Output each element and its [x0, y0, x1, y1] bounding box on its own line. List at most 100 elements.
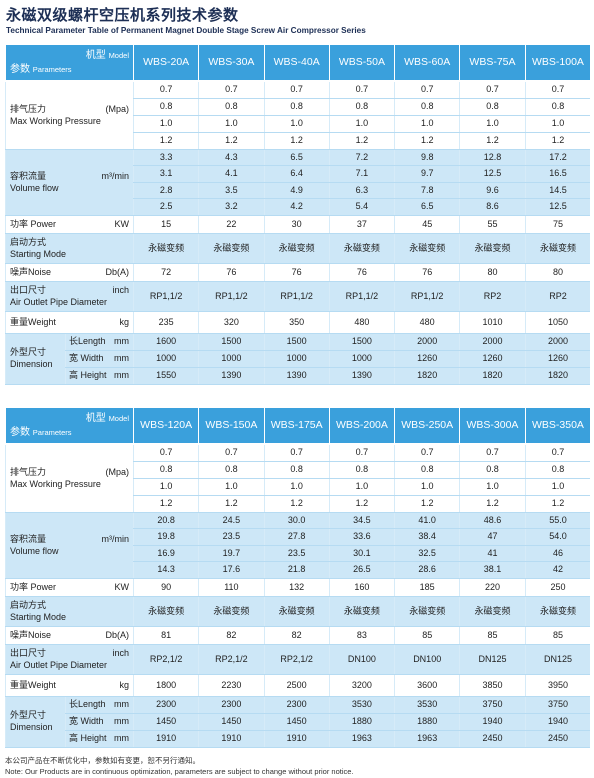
value-cell: RP2 [459, 281, 526, 312]
corner-cell: 机型 Model 参数 Parameters [5, 45, 134, 82]
param-label: 功率 Power KW [5, 578, 134, 597]
param-row: 容积流量 m³/min Volume flow 3.3 4.3 6.5 7.2 9.8 12.8… [5, 149, 591, 216]
value-cell: DN125 [459, 644, 526, 675]
label-en: Starting Mode [10, 248, 67, 259]
label-line: 外型尺寸 [10, 348, 61, 357]
param-label: 重量Weight kg [5, 674, 134, 697]
value-cell: 0.8 [328, 461, 395, 479]
label-line: 出口尺寸 inch [10, 284, 129, 295]
value-cell: 82 [198, 626, 265, 645]
value-cell: 110 [198, 578, 265, 597]
label-en: Max Working Pressure [10, 478, 101, 489]
value-cell: 1260 [524, 350, 591, 368]
value-cell: 1.2 [263, 495, 330, 513]
param-row: 1.2 1.2 1.2 1.2 1.2 1.2 1.2 [6, 495, 591, 513]
value-cell: 永磁变频 [263, 596, 330, 627]
sub-line: 长Length mm [69, 337, 129, 346]
value-cell: 45 [394, 215, 460, 234]
value-cell: 1.0 [263, 478, 330, 496]
value-cell: 8.6 [459, 198, 526, 216]
value-cell: 7.8 [394, 182, 460, 199]
value-cell: 1910 [132, 730, 199, 748]
unit: inch [112, 284, 129, 295]
value-cell: 1.2 [328, 132, 395, 150]
value-cell: 3200 [328, 674, 395, 697]
value-cell: 1.2 [394, 132, 460, 150]
value-cell: 41 [459, 545, 526, 562]
param-row: 19.8 23.5 27.8 33.6 38.4 47 54.0 [6, 528, 591, 546]
param-row: 噪声Noise Db(A) 81 82 82 83 85 85 85 [5, 626, 591, 645]
label-cn: 重量Weight [10, 316, 56, 327]
param-cn: 参数 [10, 64, 30, 75]
value-cell: 80 [459, 263, 526, 282]
value-cell: 15 [132, 215, 199, 234]
value-cell: 1963 [328, 730, 395, 748]
value-cell: 6.3 [328, 182, 395, 199]
sub-line: 宽 Width mm [69, 354, 129, 363]
model-label: 机型 Model [86, 414, 129, 424]
param-row: 1.0 1.0 1.0 1.0 1.0 1.0 1.0 [6, 115, 591, 133]
param-row: 14.3 17.6 21.8 26.5 28.6 38.1 42 [6, 561, 591, 579]
param-row: 2.5 3.2 4.2 5.4 6.5 8.6 12.5 [6, 198, 591, 216]
value-cell: 6.5 [394, 198, 460, 216]
value-cell: 0.7 [394, 81, 460, 99]
label-en: Air Outlet Pipe Diameter [10, 659, 108, 670]
value-cell: 2450 [459, 730, 526, 748]
value-cell: 0.8 [459, 98, 526, 116]
value-cell: 26.5 [328, 561, 395, 579]
value-cell: 17.2 [524, 149, 591, 166]
header-row: 机型 Model 参数 Parameters WBS-20A WBS-30A WBS-4… [5, 45, 591, 82]
value-cell: RP2 [524, 281, 591, 312]
value-cell: 3530 [328, 696, 395, 714]
value-cell: RP1,1/2 [394, 281, 460, 312]
param-label: 排气压力 (Mpa) Max Working Pressure [5, 81, 134, 150]
value-cell: 83 [328, 626, 395, 645]
value-cell: 1880 [328, 713, 395, 731]
unit: kg [119, 679, 129, 690]
value-cell: 0.8 [263, 98, 330, 116]
value-cell: 81 [132, 626, 199, 645]
model-name: WBS-350A [524, 408, 591, 445]
sub-unit: mm [114, 716, 129, 726]
value-cell: 1450 [132, 713, 199, 731]
value-cell: 220 [459, 578, 526, 597]
value-cell: 1.2 [132, 132, 199, 150]
unit: Db(A) [105, 266, 129, 277]
value-cell: DN125 [524, 644, 591, 675]
value-cell: 0.8 [263, 461, 330, 479]
value-cell: 1450 [263, 713, 330, 731]
value-cell: 4.9 [263, 182, 330, 199]
sub-line: 高 Height mm [69, 734, 129, 743]
value-cell: 160 [328, 578, 395, 597]
label-line: 噪声Noise Db(A) [10, 630, 129, 640]
param-row: 启动方式 Starting Mode 永磁变频 永磁变频 永磁变频 永磁变频 永磁变频 永磁变… [5, 596, 591, 627]
value-cell: 1.2 [198, 132, 265, 150]
value-cell: 1.0 [198, 478, 265, 496]
value-cell: 1.2 [524, 495, 591, 513]
value-cell: 1600 [132, 333, 199, 351]
value-cell: 42 [524, 561, 591, 579]
value-cell: 2000 [394, 333, 460, 351]
value-cell: 28.6 [394, 561, 460, 579]
value-cell: 17.6 [198, 561, 265, 579]
value-cell: 1390 [198, 367, 265, 385]
param-row: 排气压力 (Mpa) Max Working Pressure 0.7 0.7 0.7 0.… [5, 81, 591, 150]
value-cell: 0.7 [459, 81, 526, 99]
label-en: Volume flow [10, 182, 59, 193]
value-cell: 6.5 [263, 149, 330, 166]
value-cell: RP2,1/2 [198, 644, 265, 675]
param-en: Parameters [32, 65, 72, 74]
param-row: 高 Height mm 1910 1910 1910 1963 1963 2450 2450 [6, 730, 591, 748]
value-cell: 0.7 [459, 444, 526, 462]
value-cell: 480 [394, 311, 460, 334]
value-cell: 1050 [524, 311, 591, 334]
label-en: Dimension [10, 359, 53, 369]
param-label: 噪声Noise Db(A) [5, 263, 134, 282]
label-cn: 功率 Power [10, 218, 57, 229]
value-cell: 12.5 [524, 198, 591, 216]
value-cell: 1.2 [198, 495, 265, 513]
param-label: 功率 Power KW [5, 215, 134, 234]
param-row: 启动方式 Starting Mode 永磁变频 永磁变频 永磁变频 永磁变频 永磁变频 永磁变… [5, 233, 591, 264]
value-cell: 2230 [198, 674, 265, 697]
value-cell: 2300 [263, 696, 330, 714]
